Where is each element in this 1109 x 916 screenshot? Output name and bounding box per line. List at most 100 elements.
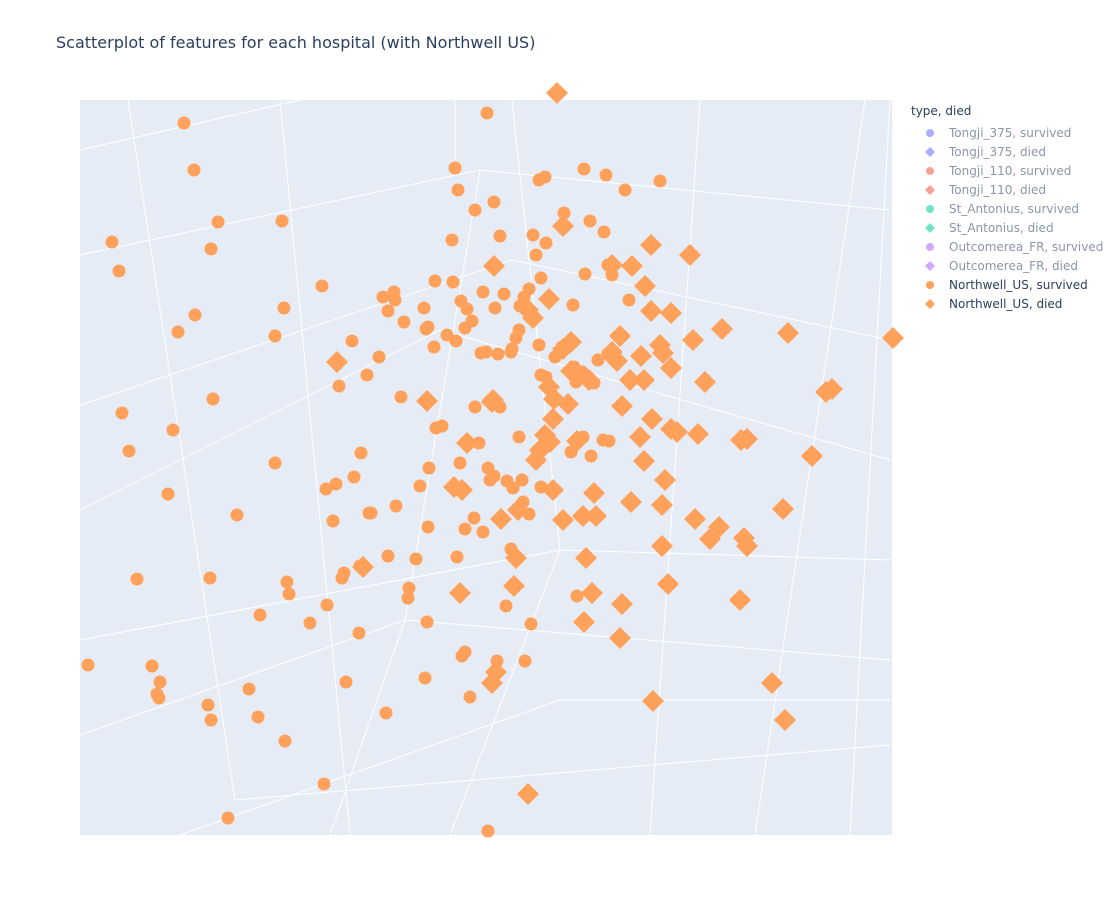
point-died-8[interactable]: [538, 288, 560, 310]
point-survived-3[interactable]: [448, 161, 462, 175]
point-survived-137[interactable]: [352, 626, 366, 640]
point-survived-16[interactable]: [204, 242, 218, 256]
point-survived-31[interactable]: [277, 301, 291, 315]
point-died-42[interactable]: [525, 449, 547, 471]
point-survived-20[interactable]: [526, 228, 540, 242]
point-survived-124[interactable]: [421, 520, 435, 534]
point-died-12[interactable]: [660, 302, 682, 324]
point-died-3[interactable]: [640, 234, 662, 256]
point-survived-110[interactable]: [515, 473, 529, 487]
point-died-77[interactable]: [505, 547, 527, 569]
point-died-6[interactable]: [621, 255, 643, 277]
point-died-4[interactable]: [679, 244, 701, 266]
point-survived-153[interactable]: [145, 659, 159, 673]
point-died-86[interactable]: [729, 589, 751, 611]
point-died-29[interactable]: [578, 369, 600, 391]
point-survived-17[interactable]: [275, 214, 289, 228]
point-survived-50[interactable]: [522, 282, 536, 296]
legend-item-3[interactable]: Tongji_110, died: [911, 180, 1103, 199]
point-died-55[interactable]: [482, 389, 504, 411]
point-died-74[interactable]: [633, 450, 655, 472]
point-survived-87[interactable]: [268, 456, 282, 470]
point-survived-52[interactable]: [622, 293, 636, 307]
point-survived-109[interactable]: [506, 481, 520, 495]
point-survived-56[interactable]: [332, 379, 346, 393]
legend-item-9[interactable]: Northwell_US, died: [911, 294, 1103, 313]
point-survived-106[interactable]: [483, 473, 497, 487]
point-survived-125[interactable]: [450, 550, 464, 564]
point-survived-22[interactable]: [557, 206, 571, 220]
point-died-24[interactable]: [606, 350, 628, 372]
point-survived-62[interactable]: [449, 334, 463, 348]
point-survived-100[interactable]: [435, 419, 449, 433]
point-survived-90[interactable]: [326, 514, 340, 528]
point-survived-51[interactable]: [566, 298, 580, 312]
point-survived-96[interactable]: [389, 499, 403, 513]
point-died-60[interactable]: [490, 508, 512, 530]
legend-item-5[interactable]: St_Antonius, died: [911, 218, 1103, 237]
point-died-25[interactable]: [630, 345, 652, 367]
legend-item-8[interactable]: Northwell_US, survived: [911, 275, 1103, 294]
point-died-13[interactable]: [609, 325, 631, 347]
point-died-78[interactable]: [352, 556, 374, 578]
point-died-83[interactable]: [573, 611, 595, 633]
point-died-76[interactable]: [575, 547, 597, 569]
point-survived-85[interactable]: [166, 423, 180, 437]
legend-item-2[interactable]: Tongji_110, survived: [911, 161, 1103, 180]
point-survived-126[interactable]: [381, 549, 395, 563]
point-survived-38[interactable]: [381, 304, 395, 318]
point-survived-66[interactable]: [479, 345, 493, 359]
point-died-65[interactable]: [620, 491, 642, 513]
point-survived-161[interactable]: [278, 734, 292, 748]
point-survived-157[interactable]: [201, 698, 215, 712]
point-died-87[interactable]: [761, 672, 783, 694]
point-died-28[interactable]: [552, 338, 574, 360]
point-survived-162[interactable]: [339, 675, 353, 689]
point-survived-93[interactable]: [347, 470, 361, 484]
point-died-79[interactable]: [449, 582, 471, 604]
point-died-7[interactable]: [634, 275, 656, 297]
point-died-89[interactable]: [642, 690, 664, 712]
point-died-30[interactable]: [652, 342, 674, 364]
point-survived-53[interactable]: [345, 334, 359, 348]
point-survived-11[interactable]: [618, 183, 632, 197]
point-survived-25[interactable]: [529, 248, 543, 262]
point-survived-58[interactable]: [427, 340, 441, 354]
point-survived-165[interactable]: [317, 777, 331, 791]
point-survived-18[interactable]: [445, 233, 459, 247]
point-survived-42[interactable]: [446, 275, 460, 289]
point-survived-84[interactable]: [206, 392, 220, 406]
point-survived-39[interactable]: [397, 315, 411, 329]
point-survived-117[interactable]: [602, 434, 616, 448]
point-died-73[interactable]: [772, 498, 794, 520]
point-died-19[interactable]: [882, 327, 904, 349]
point-died-84[interactable]: [609, 627, 631, 649]
point-survived-24[interactable]: [597, 225, 611, 239]
point-died-45[interactable]: [641, 408, 663, 430]
point-survived-79[interactable]: [591, 353, 605, 367]
point-survived-67[interactable]: [491, 347, 505, 361]
point-survived-147[interactable]: [499, 599, 513, 613]
point-died-58[interactable]: [542, 479, 564, 501]
point-survived-91[interactable]: [319, 482, 333, 496]
point-died-43[interactable]: [539, 431, 561, 453]
point-died-82[interactable]: [611, 593, 633, 615]
point-survived-45[interactable]: [476, 285, 490, 299]
point-survived-150[interactable]: [130, 572, 144, 586]
point-died-17[interactable]: [711, 318, 733, 340]
point-survived-164[interactable]: [463, 690, 477, 704]
point-died-11[interactable]: [640, 300, 662, 322]
point-survived-4[interactable]: [451, 183, 465, 197]
point-died-66[interactable]: [654, 469, 676, 491]
point-died-80[interactable]: [503, 575, 525, 597]
point-survived-149[interactable]: [570, 589, 584, 603]
point-died-68[interactable]: [684, 508, 706, 530]
point-survived-40[interactable]: [417, 301, 431, 315]
point-died-61[interactable]: [507, 499, 529, 521]
point-survived-142[interactable]: [458, 645, 472, 659]
legend-item-6[interactable]: Outcomerea_FR, survived: [911, 237, 1103, 256]
point-survived-148[interactable]: [524, 617, 538, 631]
point-survived-6[interactable]: [487, 195, 501, 209]
point-survived-12[interactable]: [653, 174, 667, 188]
